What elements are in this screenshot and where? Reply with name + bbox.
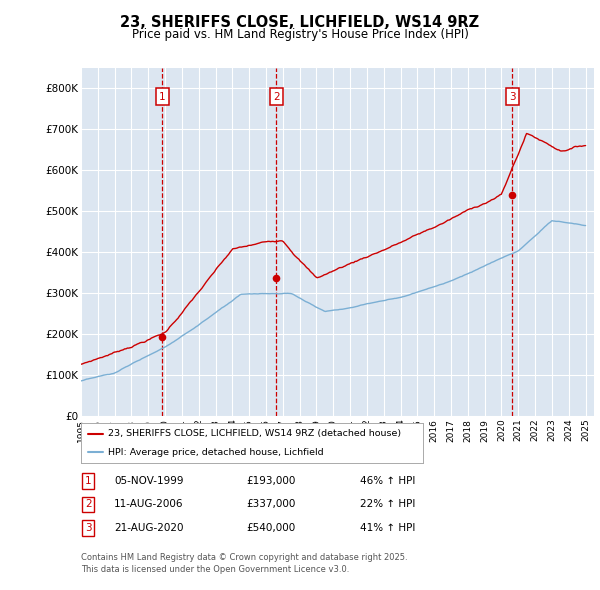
Text: 05-NOV-1999: 05-NOV-1999 bbox=[114, 476, 184, 486]
Text: Price paid vs. HM Land Registry's House Price Index (HPI): Price paid vs. HM Land Registry's House … bbox=[131, 28, 469, 41]
Text: £540,000: £540,000 bbox=[246, 523, 295, 533]
Text: 2: 2 bbox=[273, 91, 280, 101]
Text: 23, SHERIFFS CLOSE, LICHFIELD, WS14 9RZ (detached house): 23, SHERIFFS CLOSE, LICHFIELD, WS14 9RZ … bbox=[109, 430, 401, 438]
Text: 22% ↑ HPI: 22% ↑ HPI bbox=[360, 500, 415, 509]
Text: 11-AUG-2006: 11-AUG-2006 bbox=[114, 500, 184, 509]
Text: HPI: Average price, detached house, Lichfield: HPI: Average price, detached house, Lich… bbox=[109, 448, 324, 457]
Text: Contains HM Land Registry data © Crown copyright and database right 2025.
This d: Contains HM Land Registry data © Crown c… bbox=[81, 553, 407, 574]
Text: 21-AUG-2020: 21-AUG-2020 bbox=[114, 523, 184, 533]
Text: 1: 1 bbox=[159, 91, 166, 101]
Text: £337,000: £337,000 bbox=[246, 500, 295, 509]
Text: 23, SHERIFFS CLOSE, LICHFIELD, WS14 9RZ: 23, SHERIFFS CLOSE, LICHFIELD, WS14 9RZ bbox=[121, 15, 479, 30]
Text: 3: 3 bbox=[85, 523, 92, 533]
Text: £193,000: £193,000 bbox=[246, 476, 295, 486]
Text: 1: 1 bbox=[85, 476, 92, 486]
Text: 41% ↑ HPI: 41% ↑ HPI bbox=[360, 523, 415, 533]
Text: 3: 3 bbox=[509, 91, 515, 101]
Text: 46% ↑ HPI: 46% ↑ HPI bbox=[360, 476, 415, 486]
Text: 2: 2 bbox=[85, 500, 92, 509]
